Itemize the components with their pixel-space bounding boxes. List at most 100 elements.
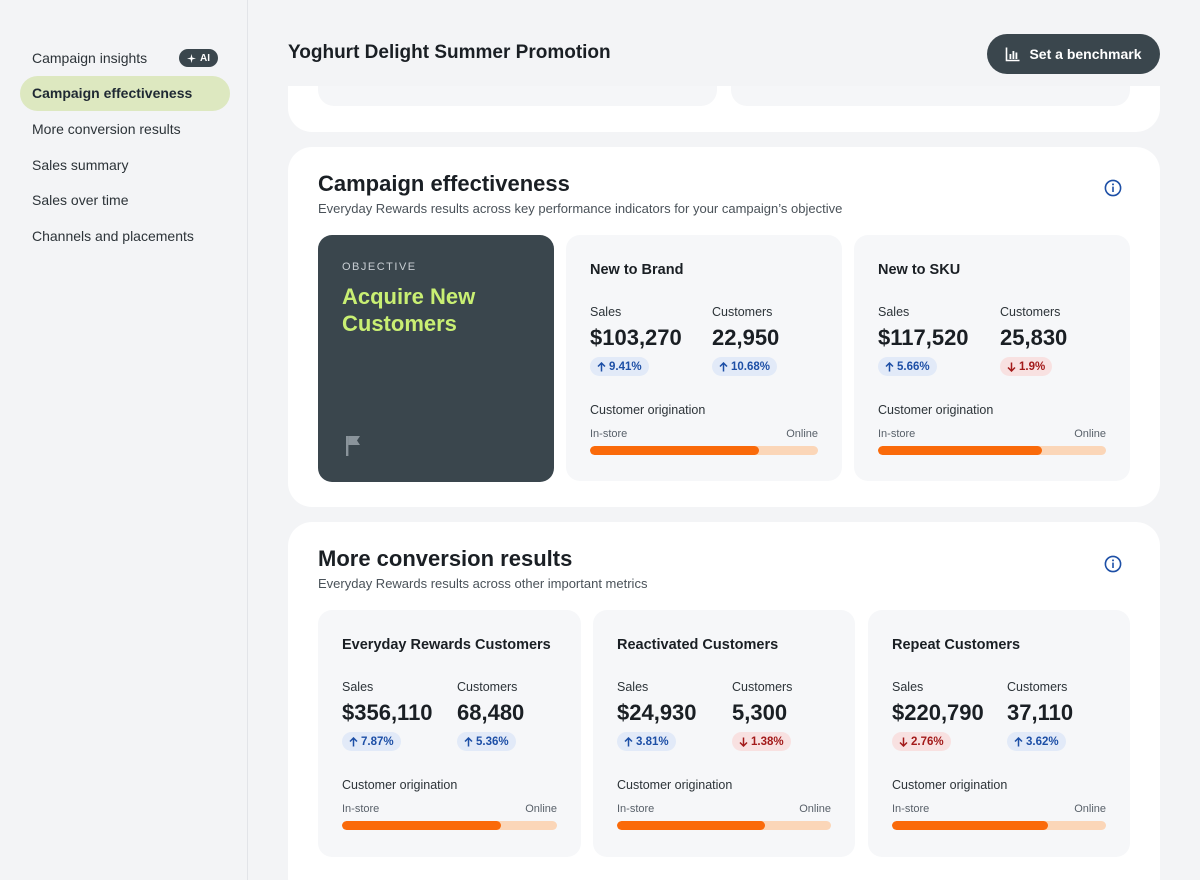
customers-label: Customers [1000, 305, 1061, 319]
customers-change-value: 3.62% [1026, 735, 1059, 748]
sales-value: $24,930 [617, 700, 697, 725]
sidebar-item-label: Campaign insights [32, 49, 148, 66]
flag-icon [346, 436, 360, 456]
info-icon[interactable] [1104, 179, 1122, 197]
section-subtitle: Everyday Rewards results across other im… [318, 576, 648, 591]
customers-value: 68,480 [457, 700, 525, 725]
set-benchmark-button[interactable]: Set a benchmark [987, 34, 1160, 74]
arrow-up-icon [464, 736, 473, 746]
instore-label: In-store [590, 428, 628, 440]
customers-change-value: 1.9% [1019, 360, 1046, 373]
ai-badge: AI [179, 49, 218, 67]
sidebar-item-sales-summary[interactable]: Sales summary [20, 147, 230, 183]
card-title: New to SKU [878, 262, 961, 278]
arrow-up-icon [885, 361, 894, 371]
customers-change-value: 1.38% [751, 735, 784, 748]
online-label: Online [1074, 428, 1106, 440]
metric-card: Reactivated Customers Sales $24,930 3.81… [593, 610, 855, 857]
previous-section [288, 86, 1160, 132]
customers-change-badge: 5.36% [457, 732, 516, 751]
instore-label: In-store [878, 428, 916, 440]
origination-bar [892, 821, 1106, 830]
sales-change-value: 2.76% [911, 735, 944, 748]
customers-value: 37,110 [1007, 700, 1074, 725]
online-label: Online [1074, 803, 1106, 815]
sales-label: Sales [590, 305, 622, 319]
sidebar: Campaign insights AI Campaign effectiven… [0, 0, 248, 880]
sidebar-item-label: More conversion results [32, 120, 181, 137]
online-label: Online [799, 803, 831, 815]
customers-label: Customers [1007, 680, 1068, 694]
arrow-down-icon [739, 737, 748, 747]
customers-change-badge: 1.9% [1000, 357, 1053, 376]
sidebar-item-campaign-insights[interactable]: Campaign insights AI [20, 40, 230, 76]
origination-title: Customer origination [617, 778, 733, 792]
sparkle-icon [187, 53, 196, 63]
arrow-up-icon [349, 736, 358, 746]
origination-bar [342, 821, 557, 830]
instore-bar-fill [590, 446, 759, 455]
sales-change-badge: 3.81% [617, 732, 676, 751]
metric-card: New to Brand Sales $103,270 9.41% Custom… [566, 235, 842, 481]
sales-value: $103,270 [590, 325, 682, 350]
card-title: Everyday Rewards Customers [342, 637, 551, 653]
customers-change-badge: 1.38% [732, 732, 791, 751]
arrow-up-icon [597, 361, 606, 371]
arrow-down-icon [899, 737, 908, 747]
bar-chart-icon [1006, 47, 1020, 62]
origination-title: Customer origination [590, 403, 706, 417]
main-content: Yoghurt Delight Summer Promotion Set a b… [248, 0, 1200, 880]
origination-title: Customer origination [878, 403, 994, 417]
arrow-up-icon [719, 361, 728, 371]
instore-label: In-store [342, 803, 380, 815]
sales-value: $220,790 [892, 700, 984, 725]
previous-card [318, 86, 717, 106]
previous-card [731, 86, 1130, 106]
instore-bar-fill [617, 821, 765, 830]
sidebar-item-sales-over-time[interactable]: Sales over time [20, 182, 230, 218]
sales-change-badge: 9.41% [590, 357, 649, 376]
info-icon[interactable] [1104, 555, 1122, 573]
instore-label: In-store [892, 803, 930, 815]
sales-change-badge: 7.87% [342, 732, 401, 751]
origination-title: Customer origination [892, 778, 1008, 792]
sales-label: Sales [342, 680, 374, 694]
page-title: Yoghurt Delight Summer Promotion [288, 42, 611, 63]
sales-change-value: 9.41% [609, 360, 642, 373]
card-title: Reactivated Customers [617, 637, 779, 653]
metric-card: New to SKU Sales $117,520 5.66% Customer… [854, 235, 1130, 481]
sidebar-item-channels-and-placements[interactable]: Channels and placements [20, 218, 230, 254]
arrow-down-icon [1007, 362, 1016, 372]
customers-change-badge: 10.68% [712, 357, 778, 376]
online-label: Online [786, 428, 818, 440]
sidebar-item-more-conversion-results[interactable]: More conversion results [20, 111, 230, 147]
section-subtitle: Everyday Rewards results across key perf… [318, 201, 843, 216]
customers-value: 25,830 [1000, 325, 1068, 350]
sales-change-badge: 2.76% [892, 732, 951, 751]
sales-value: $117,520 [878, 325, 969, 350]
instore-bar-fill [892, 821, 1049, 830]
customers-label: Customers [457, 680, 518, 694]
online-label: Online [525, 803, 557, 815]
card-title: Repeat Customers [892, 637, 1021, 653]
sidebar-item-label: Campaign effectiveness [32, 85, 193, 102]
instore-bar-fill [342, 821, 502, 830]
objective-label: OBJECTIVE [342, 261, 417, 273]
sidebar-item-label: Channels and placements [32, 227, 194, 244]
sidebar-item-campaign-effectiveness[interactable]: Campaign effectiveness [20, 75, 230, 112]
sales-change-value: 3.81% [636, 735, 669, 748]
instore-label: In-store [617, 803, 655, 815]
origination-bar [617, 821, 831, 830]
origination-bar [590, 446, 818, 455]
sales-value: $356,110 [342, 700, 433, 725]
set-benchmark-label: Set a benchmark [1029, 46, 1142, 62]
instore-bar-fill [878, 446, 1043, 455]
card-title: New to Brand [590, 262, 684, 278]
sales-change-badge: 5.66% [878, 357, 937, 376]
objective-value: Acquire New Customers [342, 284, 476, 336]
section-title: Campaign effectiveness [318, 171, 570, 196]
sales-label: Sales [878, 305, 910, 319]
campaign-effectiveness-section: Campaign effectiveness Everyday Rewards … [288, 147, 1160, 507]
metric-card: Everyday Rewards Customers Sales $356,11… [318, 610, 581, 857]
customers-change-value: 10.68% [731, 360, 771, 373]
